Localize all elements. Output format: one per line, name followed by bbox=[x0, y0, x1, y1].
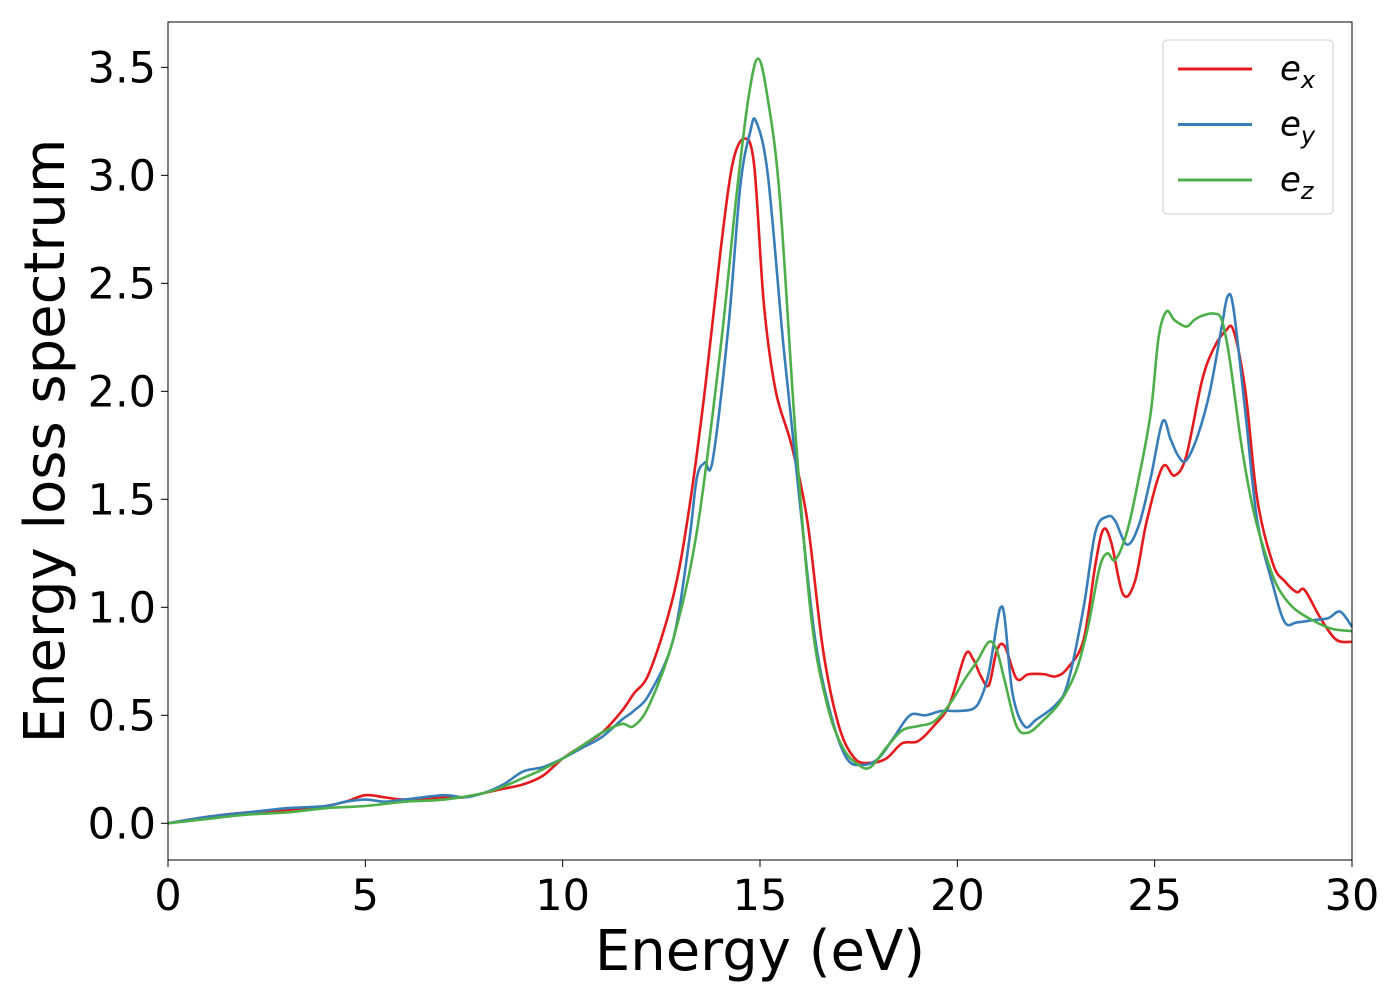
y-tick-label: 2.5 bbox=[88, 259, 156, 309]
series-line-e-z bbox=[167, 57, 1353, 825]
x-tick-label: 0 bbox=[154, 871, 181, 921]
x-tick-label: 5 bbox=[352, 871, 379, 921]
y-tick-label: 3.5 bbox=[88, 43, 156, 93]
x-tick-label: 15 bbox=[733, 871, 788, 921]
y-tick-label: 1.5 bbox=[88, 475, 156, 525]
series-line-e-x bbox=[167, 137, 1353, 825]
x-axis-label: Energy (eV) bbox=[595, 919, 925, 984]
series-layer bbox=[167, 57, 1354, 825]
y-tick-label: 0.5 bbox=[88, 691, 156, 741]
y-tick-label: 3.0 bbox=[88, 151, 156, 201]
x-tick-label: 20 bbox=[930, 871, 985, 921]
y-axis: 0.0 0.5 1.0 1.5 2.0 2.5 3.0 3.5 bbox=[88, 43, 168, 849]
x-tick-label: 10 bbox=[535, 871, 590, 921]
x-tick-label: 25 bbox=[1127, 871, 1182, 921]
y-axis-label: Energy loss spectrum bbox=[13, 139, 78, 744]
x-axis: 0 5 10 15 20 25 30 bbox=[154, 860, 1379, 921]
y-tick-label: 2.0 bbox=[88, 367, 156, 417]
legend-frame bbox=[1162, 39, 1334, 215]
y-tick-label: 0.0 bbox=[88, 799, 156, 849]
x-tick-label: 30 bbox=[1325, 871, 1380, 921]
y-tick-label: 1.0 bbox=[88, 583, 156, 633]
